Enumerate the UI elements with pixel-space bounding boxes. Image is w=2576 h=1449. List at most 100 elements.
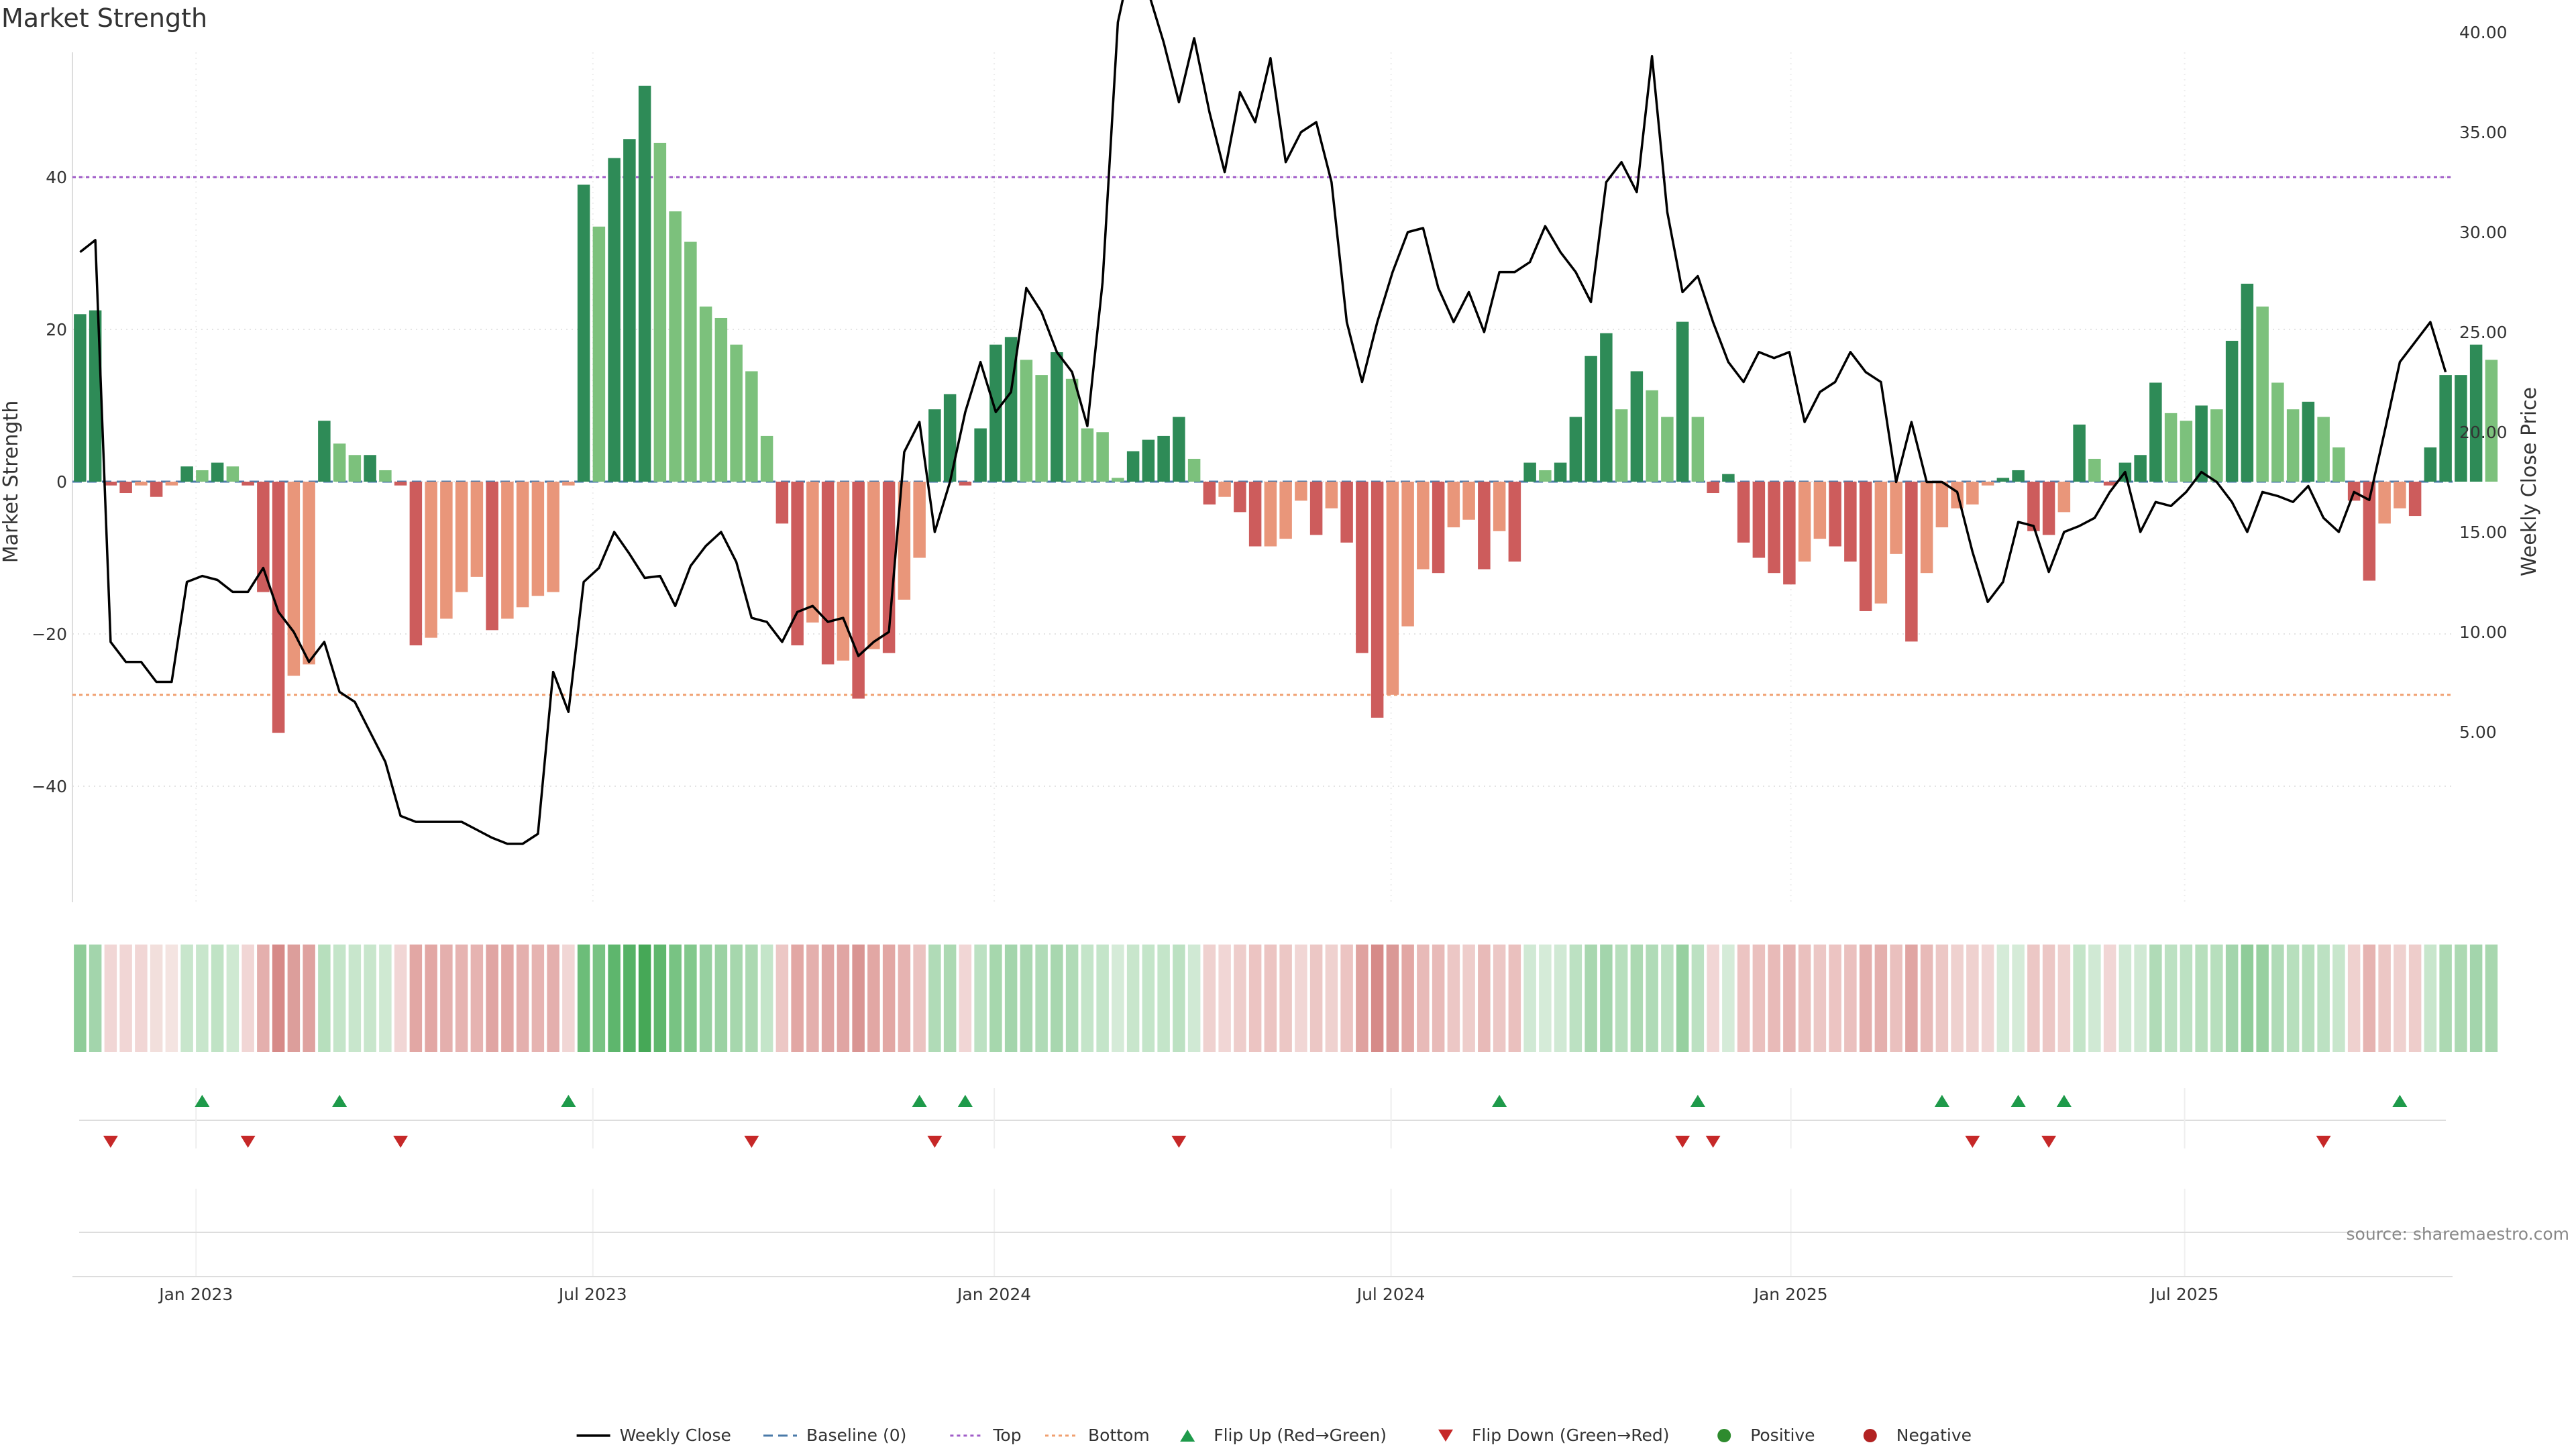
heat-cell [501,945,514,1052]
flip-markers-panel [79,1088,2446,1148]
strength-bar [2469,344,2483,482]
strength-bar [2271,382,2284,482]
right-axis-ticks: 40.00 35.00 30.00 25.00 20.00 15.00 10.00 5.00 [2459,23,2508,742]
legend-item: Negative [1863,1426,1972,1445]
heat-cell [547,945,559,1052]
strength-bar [2134,455,2147,482]
heat-cell [2485,945,2498,1052]
heat-cell [959,945,972,1052]
source-note: source: sharemaestro.com [2347,1224,2570,1244]
strength-bar [1737,482,1750,543]
heat-cell [211,945,224,1052]
x-tick-label: Jan 2025 [1753,1285,1828,1304]
heat-cell [1112,945,1124,1052]
heat-cell [1493,945,1506,1052]
strength-bar [669,211,682,482]
strength-bar [2225,341,2239,482]
strength-bar [1585,356,1597,482]
heat-cell [913,945,926,1052]
heat-cell [2118,945,2132,1052]
left-tick-label: 0 [56,472,67,492]
strength-bar [1432,482,1445,574]
flip-down-marker [2316,1136,2331,1148]
heat-cell [1371,945,1384,1052]
legend-item: Flip Down (Green→Red) [1438,1426,1670,1445]
strength-bar [1768,482,1780,574]
heat-cell [272,945,285,1052]
heat-cell [135,945,148,1052]
heat-cell [287,945,301,1052]
strength-bar [2408,482,2422,517]
heat-cell [592,945,606,1052]
legend-label: Positive [1750,1426,1815,1445]
flip-down-marker [1675,1136,1690,1148]
heat-cell [1813,945,1827,1052]
heat-cell [348,945,362,1052]
heat-cell [1722,945,1735,1052]
strength-bar [1142,439,1155,482]
legend-item: Positive [1717,1426,1815,1445]
flip-up-marker [912,1095,927,1107]
flip-down-marker [103,1136,118,1148]
strength-bar [501,482,514,619]
strength-bar [547,482,559,592]
left-tick-label: 40 [46,168,67,187]
heat-cell [318,945,331,1052]
strength-bar [2149,382,2162,482]
heat-cell [699,945,712,1052]
heat-cell [2286,945,2300,1052]
strength-bar [1218,482,1231,497]
flip-up-marker [1690,1095,1705,1107]
strength-bar [1309,482,1323,535]
heat-cell [241,945,254,1052]
strength-bar [745,371,758,482]
heat-cell [2210,945,2223,1052]
legend-swatch [1863,1429,1877,1442]
strength-bar [1295,482,1307,501]
strength-bar [364,455,376,482]
heat-cell [1051,945,1063,1052]
strength-bar [1859,482,1872,611]
legend: Weekly Close Baseline (0) Top Bottom Flip Up… [576,1426,1972,1445]
heat-cell [1432,945,1445,1052]
heat-cell [1309,945,1323,1052]
heat-cell [1508,945,1521,1052]
strength-bar [74,314,87,482]
heat-cell [1890,945,1902,1052]
strength-bar [1646,390,1658,482]
strength-bar [730,344,743,482]
heat-cell [1065,945,1079,1052]
heat-cell [806,945,819,1052]
flip-up-marker [332,1095,347,1107]
strength-bar [2332,447,2345,482]
strength-bar [1401,482,1414,627]
strength-bar [119,482,132,494]
strength-bar [1462,482,1475,520]
heat-cell [1752,945,1766,1052]
heat-cell [1646,945,1658,1052]
heat-cell [2027,945,2040,1052]
strength-bar [1844,482,1857,562]
heat-cell [2256,945,2269,1052]
right-tick-label: 30.00 [2459,223,2508,242]
heat-cell [1325,945,1338,1052]
strength-bar [1508,482,1521,562]
heat-cell [1020,945,1033,1052]
strength-bar [1554,462,1567,482]
strength-bar [1600,333,1613,482]
heat-cell [89,945,102,1052]
strength-bar [1417,482,1430,570]
legend-item: Weekly Close [576,1426,731,1445]
strength-bar [608,158,621,482]
strength-bar [1065,378,1079,482]
heat-cell [1203,945,1216,1052]
strength-bar [2012,470,2025,482]
strength-bar [241,482,254,486]
strength-bar [2378,482,2391,524]
strength-bar [1874,482,1888,604]
strength-bar [1386,482,1399,695]
strength-bar [379,470,392,482]
strength-bar [898,482,911,600]
left-tick-label: −40 [32,777,67,796]
